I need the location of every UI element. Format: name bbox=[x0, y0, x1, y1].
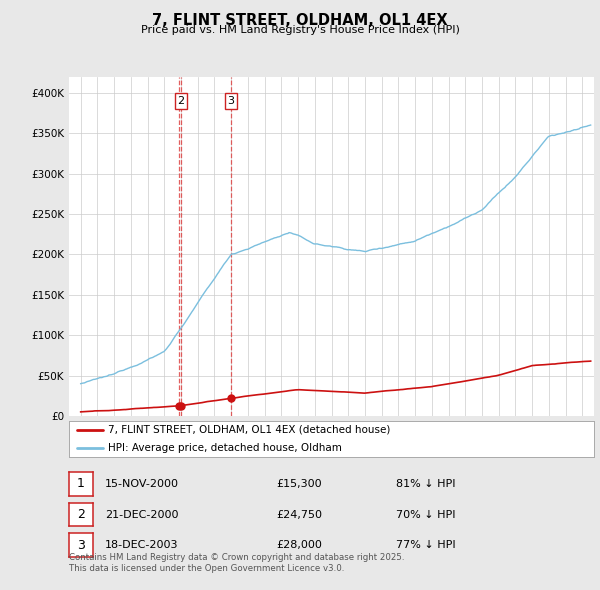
Text: This data is licensed under the Open Government Licence v3.0.: This data is licensed under the Open Gov… bbox=[69, 565, 344, 573]
Text: 15-NOV-2000: 15-NOV-2000 bbox=[105, 479, 179, 489]
Text: 7, FLINT STREET, OLDHAM, OL1 4EX (detached house): 7, FLINT STREET, OLDHAM, OL1 4EX (detach… bbox=[109, 425, 391, 435]
Text: 81% ↓ HPI: 81% ↓ HPI bbox=[396, 479, 455, 489]
Text: 7, FLINT STREET, OLDHAM, OL1 4EX: 7, FLINT STREET, OLDHAM, OL1 4EX bbox=[152, 13, 448, 28]
Text: £28,000: £28,000 bbox=[276, 540, 322, 550]
Text: 3: 3 bbox=[77, 539, 85, 552]
Text: 77% ↓ HPI: 77% ↓ HPI bbox=[396, 540, 455, 550]
Text: 2: 2 bbox=[77, 508, 85, 521]
Text: 3: 3 bbox=[227, 96, 235, 106]
Text: £24,750: £24,750 bbox=[276, 510, 322, 520]
Text: Contains HM Land Registry data © Crown copyright and database right 2025.: Contains HM Land Registry data © Crown c… bbox=[69, 553, 404, 562]
Text: Price paid vs. HM Land Registry's House Price Index (HPI): Price paid vs. HM Land Registry's House … bbox=[140, 25, 460, 35]
Text: 18-DEC-2003: 18-DEC-2003 bbox=[105, 540, 179, 550]
Text: 2: 2 bbox=[178, 96, 185, 106]
Text: £15,300: £15,300 bbox=[276, 479, 322, 489]
Text: 21-DEC-2000: 21-DEC-2000 bbox=[105, 510, 179, 520]
Text: 1: 1 bbox=[77, 477, 85, 490]
Text: HPI: Average price, detached house, Oldham: HPI: Average price, detached house, Oldh… bbox=[109, 443, 342, 453]
Text: 70% ↓ HPI: 70% ↓ HPI bbox=[396, 510, 455, 520]
